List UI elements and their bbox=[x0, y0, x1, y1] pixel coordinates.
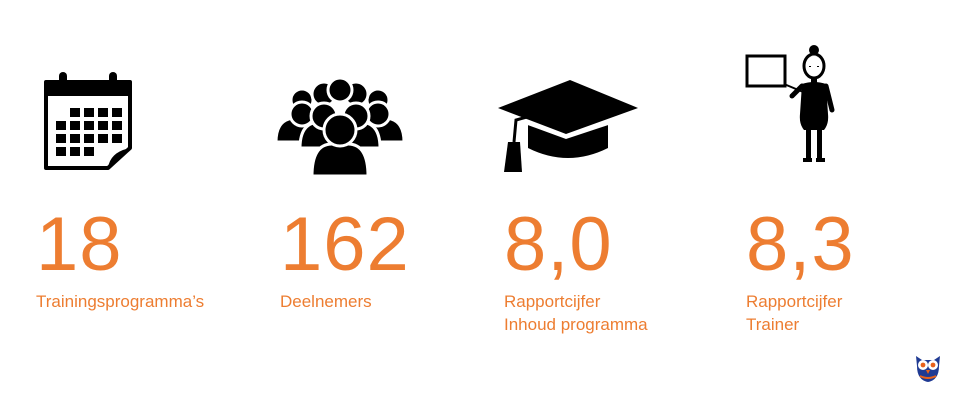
stat-label: Rapportcijfer Trainer bbox=[746, 290, 842, 336]
stat-label: Trainingsprogramma’s bbox=[36, 290, 204, 313]
graduation-cap-icon bbox=[494, 76, 640, 176]
stat-label-line: Rapportcijfer bbox=[746, 292, 843, 311]
owl-logo-icon bbox=[912, 350, 944, 384]
stat-value: 8,0 bbox=[504, 202, 613, 287]
stat-label-line: Rapportcijfer bbox=[504, 292, 601, 311]
stat-label: Rapportcijfer Inhoud programma bbox=[504, 290, 648, 336]
teacher-board-icon bbox=[744, 40, 840, 166]
people-group-icon bbox=[274, 78, 406, 178]
stat-label: Deelnemers bbox=[280, 290, 372, 313]
calendar-icon bbox=[42, 70, 134, 172]
stat-label-line: Trainer bbox=[746, 315, 800, 334]
stat-value: 162 bbox=[280, 202, 410, 287]
stat-label-line: Inhoud programma bbox=[504, 315, 648, 334]
stat-value: 8,3 bbox=[746, 202, 855, 287]
stat-value: 18 bbox=[36, 202, 123, 287]
stat-label-line: Trainingsprogramma’s bbox=[36, 292, 205, 311]
stat-label-line: Deelnemers bbox=[280, 292, 372, 311]
